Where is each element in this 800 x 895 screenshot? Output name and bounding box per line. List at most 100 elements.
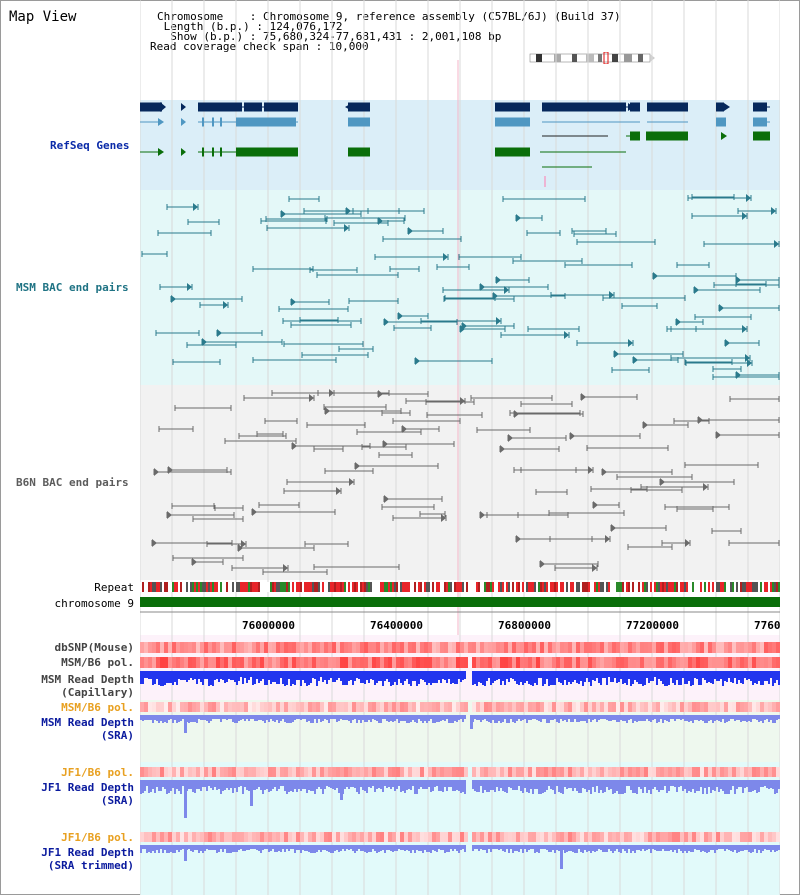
read-depth-bar[interactable] bbox=[384, 715, 386, 719]
polymorphism-cell[interactable] bbox=[476, 657, 480, 668]
repeat-element[interactable] bbox=[754, 582, 756, 592]
read-depth-bar[interactable] bbox=[662, 671, 664, 684]
read-depth-bar[interactable] bbox=[204, 715, 206, 720]
polymorphism-cell[interactable] bbox=[452, 657, 456, 668]
polymorphism-cell[interactable] bbox=[492, 657, 496, 668]
polymorphism-cell[interactable] bbox=[720, 832, 724, 842]
polymorphism-cell[interactable] bbox=[176, 832, 180, 842]
polymorphism-cell[interactable] bbox=[600, 642, 604, 653]
read-depth-bar[interactable] bbox=[686, 845, 688, 853]
read-depth-bar[interactable] bbox=[586, 715, 588, 723]
read-depth-bar[interactable] bbox=[574, 845, 576, 853]
gene-exon[interactable] bbox=[212, 147, 214, 157]
polymorphism-cell[interactable] bbox=[760, 642, 764, 653]
read-depth-bar[interactable] bbox=[744, 715, 746, 721]
polymorphism-cell[interactable] bbox=[440, 767, 444, 777]
repeat-element[interactable] bbox=[450, 582, 452, 592]
polymorphism-cell[interactable] bbox=[304, 702, 308, 712]
polymorphism-cell[interactable] bbox=[316, 642, 320, 653]
gene-arrow[interactable] bbox=[721, 132, 727, 140]
read-depth-bar[interactable] bbox=[158, 845, 160, 853]
polymorphism-cell[interactable] bbox=[216, 642, 220, 653]
read-depth-bar[interactable] bbox=[342, 715, 344, 720]
repeat-element[interactable] bbox=[164, 582, 166, 592]
polymorphism-cell[interactable] bbox=[432, 642, 436, 653]
read-depth-bar[interactable] bbox=[412, 780, 414, 786]
read-depth-bar[interactable] bbox=[166, 845, 168, 853]
read-depth-bar[interactable] bbox=[444, 845, 446, 853]
read-depth-bar[interactable] bbox=[430, 780, 432, 792]
polymorphism-cell[interactable] bbox=[464, 832, 468, 842]
read-depth-bar[interactable] bbox=[406, 671, 408, 679]
read-depth-bar[interactable] bbox=[774, 671, 776, 683]
read-depth-bar[interactable] bbox=[328, 845, 330, 852]
read-depth-bar[interactable] bbox=[684, 671, 686, 684]
read-depth-bar[interactable] bbox=[422, 671, 424, 680]
polymorphism-cell[interactable] bbox=[504, 642, 508, 653]
read-depth-bar[interactable] bbox=[352, 780, 354, 787]
read-depth-bar[interactable] bbox=[172, 845, 174, 853]
read-depth-bar[interactable] bbox=[622, 715, 624, 721]
polymorphism-cell[interactable] bbox=[292, 832, 296, 842]
read-depth-bar[interactable] bbox=[740, 715, 742, 722]
polymorphism-cell[interactable] bbox=[340, 642, 344, 653]
polymorphism-cell[interactable] bbox=[688, 832, 692, 842]
read-depth-bar[interactable] bbox=[286, 845, 288, 849]
repeat-element[interactable] bbox=[532, 582, 534, 592]
read-depth-bar[interactable] bbox=[696, 845, 698, 850]
read-depth-bar[interactable] bbox=[350, 671, 352, 680]
polymorphism-cell[interactable] bbox=[568, 642, 572, 653]
repeat-element[interactable] bbox=[628, 582, 630, 592]
read-depth-bar[interactable] bbox=[726, 715, 728, 722]
read-depth-bar[interactable] bbox=[226, 845, 228, 853]
read-depth-bar[interactable] bbox=[732, 780, 734, 786]
read-depth-bar[interactable] bbox=[450, 715, 452, 723]
polymorphism-cell[interactable] bbox=[580, 657, 584, 668]
polymorphism-cell[interactable] bbox=[620, 657, 624, 668]
polymorphism-cell[interactable] bbox=[420, 767, 424, 777]
polymorphism-cell[interactable] bbox=[456, 642, 460, 653]
polymorphism-cell[interactable] bbox=[508, 702, 512, 712]
read-depth-bar[interactable] bbox=[344, 780, 346, 789]
read-depth-bar[interactable] bbox=[554, 780, 556, 794]
polymorphism-cell[interactable] bbox=[260, 657, 264, 668]
polymorphism-cell[interactable] bbox=[724, 702, 728, 712]
polymorphism-cell[interactable] bbox=[768, 832, 772, 842]
polymorphism-cell[interactable] bbox=[276, 702, 280, 712]
polymorphism-cell[interactable] bbox=[488, 657, 492, 668]
polymorphism-cell[interactable] bbox=[360, 767, 364, 777]
repeat-element[interactable] bbox=[368, 582, 370, 592]
read-depth-bar[interactable] bbox=[386, 715, 388, 721]
repeat-element[interactable] bbox=[160, 582, 162, 592]
b6n-bac-pair-arrow[interactable] bbox=[283, 564, 288, 572]
read-depth-bar[interactable] bbox=[424, 845, 426, 850]
polymorphism-cell[interactable] bbox=[680, 767, 684, 777]
gene-exon[interactable] bbox=[198, 102, 242, 112]
read-depth-bar[interactable] bbox=[206, 845, 208, 849]
read-depth-bar[interactable] bbox=[334, 845, 336, 851]
polymorphism-cell[interactable] bbox=[412, 832, 416, 842]
msm-bac-pair-arrow[interactable] bbox=[187, 283, 192, 291]
read-depth-bar[interactable] bbox=[598, 780, 600, 793]
read-depth-bar[interactable] bbox=[176, 845, 178, 850]
read-depth-bar[interactable] bbox=[572, 715, 574, 722]
repeat-element[interactable] bbox=[364, 582, 366, 592]
repeat-element[interactable] bbox=[400, 582, 402, 592]
read-depth-bar[interactable] bbox=[618, 780, 620, 794]
read-depth-bar[interactable] bbox=[640, 845, 642, 851]
read-depth-bar[interactable] bbox=[588, 671, 590, 682]
repeat-element[interactable] bbox=[570, 582, 572, 592]
repeat-element[interactable] bbox=[202, 582, 204, 592]
repeat-element[interactable] bbox=[576, 582, 578, 592]
polymorphism-cell[interactable] bbox=[288, 832, 292, 842]
polymorphism-cell[interactable] bbox=[548, 657, 552, 668]
read-depth-bar[interactable] bbox=[400, 780, 402, 792]
polymorphism-cell[interactable] bbox=[696, 832, 700, 842]
polymorphism-cell[interactable] bbox=[720, 642, 724, 653]
read-depth-bar[interactable] bbox=[652, 845, 654, 849]
polymorphism-cell[interactable] bbox=[612, 702, 616, 712]
gene-exon[interactable] bbox=[630, 102, 640, 112]
read-depth-bar[interactable] bbox=[702, 715, 704, 721]
read-depth-bar[interactable] bbox=[190, 671, 192, 678]
polymorphism-cell[interactable] bbox=[772, 702, 776, 712]
